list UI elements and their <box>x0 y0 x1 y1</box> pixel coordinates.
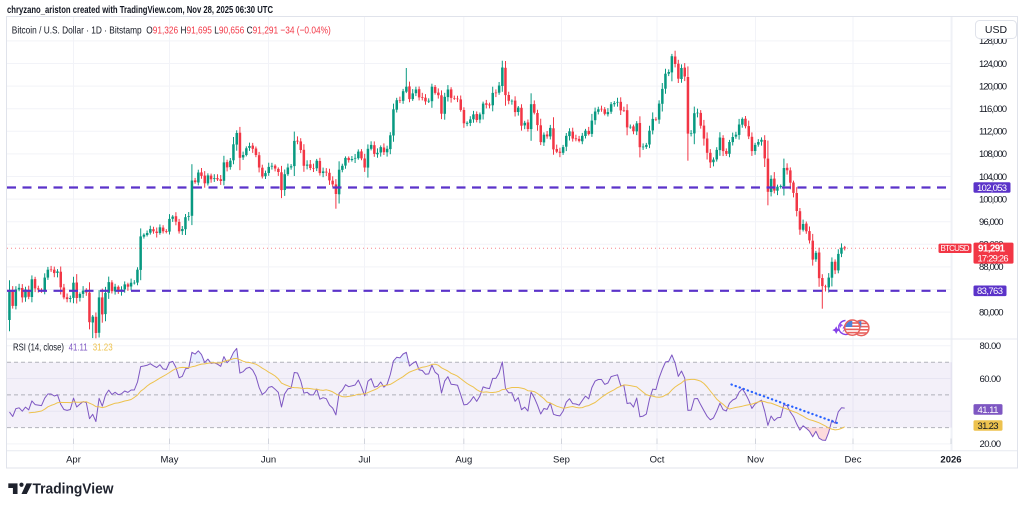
svg-text:TradingView: TradingView <box>33 482 115 498</box>
svg-text:Dec: Dec <box>845 454 862 465</box>
svg-text:102,053: 102,053 <box>977 183 1007 194</box>
svg-text:BTCUSD: BTCUSD <box>941 244 970 253</box>
svg-text:88,000: 88,000 <box>979 262 1004 273</box>
svg-text:Bitcoin / U.S. Dollar · 1D · B: Bitcoin / U.S. Dollar · 1D · Bitstamp O9… <box>12 24 331 36</box>
svg-text:83,763: 83,763 <box>977 286 1003 297</box>
svg-text:May: May <box>161 454 179 465</box>
svg-text:31.23: 31.23 <box>978 421 999 432</box>
svg-text:USD: USD <box>985 24 1008 36</box>
svg-text:108,000: 108,000 <box>979 149 1007 160</box>
svg-text:80.00: 80.00 <box>980 341 1002 352</box>
svg-text:112,000: 112,000 <box>979 127 1007 138</box>
svg-text:Nov: Nov <box>747 454 764 465</box>
svg-text:91,291: 91,291 <box>978 243 1006 254</box>
svg-text:Sep: Sep <box>553 454 570 465</box>
svg-text:100,000: 100,000 <box>979 194 1007 205</box>
svg-text:Jul: Jul <box>358 454 370 465</box>
svg-text:Aug: Aug <box>455 454 472 465</box>
svg-text:80,000: 80,000 <box>979 307 1004 318</box>
svg-text:104,000: 104,000 <box>979 172 1007 183</box>
svg-text:20.00: 20.00 <box>980 439 1002 450</box>
svg-text:Oct: Oct <box>650 454 665 465</box>
svg-text:Apr: Apr <box>66 454 81 465</box>
svg-text:17:29:26: 17:29:26 <box>978 253 1009 263</box>
svg-text:31.23: 31.23 <box>93 342 113 354</box>
svg-text:chryzano_ariston created with: chryzano_ariston created with TradingVie… <box>7 4 273 16</box>
svg-text:124,000: 124,000 <box>979 59 1007 70</box>
svg-text:RSI (14, close): RSI (14, close) <box>13 342 64 354</box>
svg-text:120,000: 120,000 <box>979 81 1007 92</box>
svg-text:41.11: 41.11 <box>69 342 88 354</box>
svg-text:116,000: 116,000 <box>979 104 1007 115</box>
svg-text:Jun: Jun <box>261 454 276 465</box>
svg-text:96,000: 96,000 <box>979 217 1004 228</box>
svg-text:2026: 2026 <box>940 454 961 465</box>
svg-text:41.11: 41.11 <box>978 405 999 416</box>
svg-text:60.00: 60.00 <box>980 374 1002 385</box>
svg-text:128,000: 128,000 <box>979 36 1007 47</box>
